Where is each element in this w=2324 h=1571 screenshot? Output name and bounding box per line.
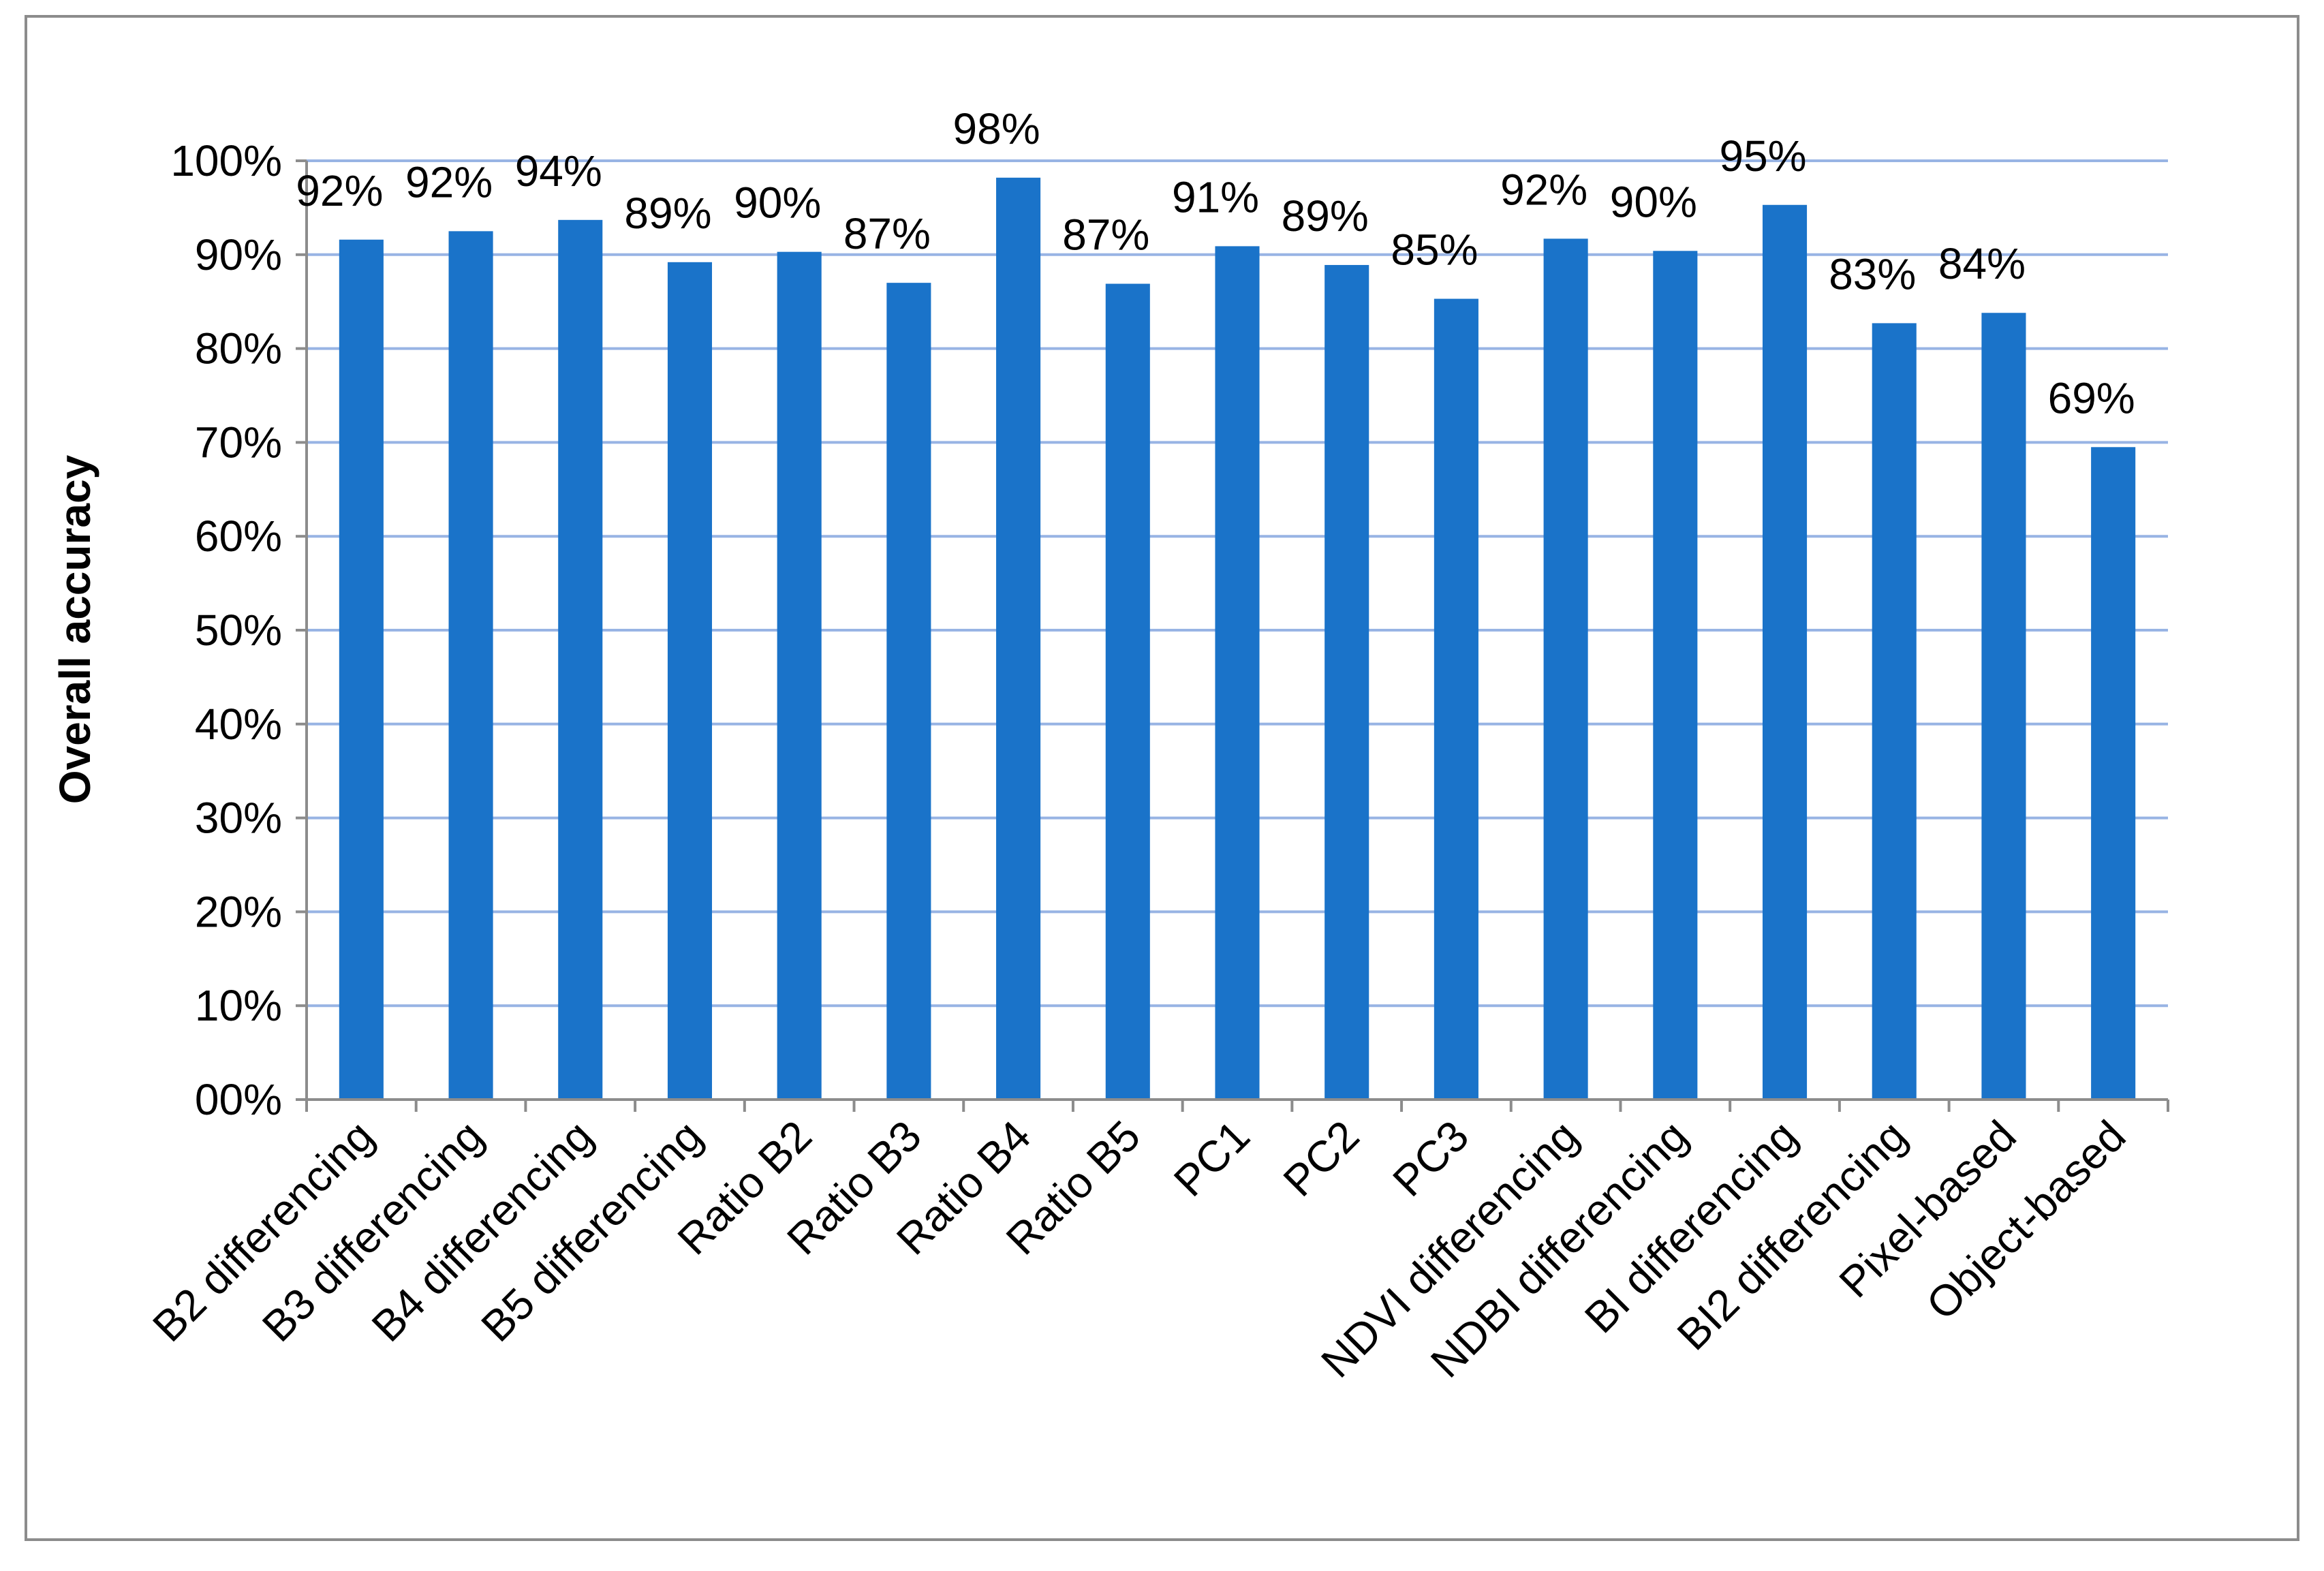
bar: [1324, 264, 1369, 1100]
y-tick-label: 70%: [195, 418, 282, 467]
bar: [448, 231, 493, 1100]
data-label: 83%: [1829, 249, 1916, 298]
data-labels: 92% 92% 94% 89% 90% 87% 98% 87% 91% 89% 85% 92% 90% 9…: [296, 104, 2135, 422]
data-label: 92%: [1500, 165, 1587, 214]
data-label: 90%: [734, 178, 821, 228]
y-tick-label: 80%: [195, 324, 282, 373]
y-tick-label: 40%: [195, 700, 282, 749]
bar: [558, 219, 603, 1100]
data-label: 92%: [405, 157, 493, 206]
data-label: 89%: [624, 189, 711, 238]
chart-frame: [25, 15, 2299, 1541]
data-label: 89%: [1282, 191, 1369, 240]
data-label: 95%: [1719, 131, 1806, 181]
y-axis-title: Overall accuracy: [50, 454, 99, 804]
bar: [886, 283, 931, 1100]
data-label: 87%: [1062, 211, 1149, 260]
data-label: 84%: [1938, 239, 2026, 288]
bar: [1543, 238, 1588, 1100]
data-label: 69%: [2048, 373, 2135, 422]
x-tick-label: PC3: [1383, 1111, 1478, 1206]
data-label: 90%: [1610, 177, 1697, 226]
bars: [339, 177, 2136, 1100]
axes: 00%10%20%30%40%50%60%70%80%90%100%B2 dif…: [143, 136, 2169, 1387]
data-label: 98%: [953, 104, 1040, 153]
bar: [1981, 313, 2026, 1100]
x-tick-label: PC1: [1164, 1111, 1259, 1206]
bar: [339, 239, 384, 1100]
bar: [1872, 323, 1917, 1100]
bar: [667, 262, 713, 1100]
data-label: 85%: [1391, 225, 1478, 275]
bar: [2091, 447, 2136, 1100]
y-tick-label: 100%: [170, 136, 282, 185]
data-label: 91%: [1172, 172, 1259, 221]
y-tick-label: 90%: [195, 230, 282, 279]
bar: [777, 251, 822, 1100]
y-tick-label: 00%: [195, 1075, 282, 1124]
y-tick-label: 20%: [195, 887, 282, 936]
y-tick-label: 10%: [195, 981, 282, 1030]
y-tick-label: 30%: [195, 794, 282, 843]
data-label: 92%: [296, 166, 383, 215]
bar: [1653, 251, 1698, 1100]
y-tick-label: 60%: [195, 512, 282, 561]
data-label: 94%: [515, 146, 602, 196]
x-tick-label: PC2: [1274, 1111, 1369, 1206]
bar: [1105, 283, 1150, 1100]
y-tick-label: 50%: [195, 606, 282, 655]
bar: [1762, 204, 1808, 1100]
bar: [1434, 298, 1478, 1100]
data-label: 87%: [843, 209, 931, 258]
bar: [1215, 246, 1260, 1100]
bar: [996, 177, 1041, 1100]
